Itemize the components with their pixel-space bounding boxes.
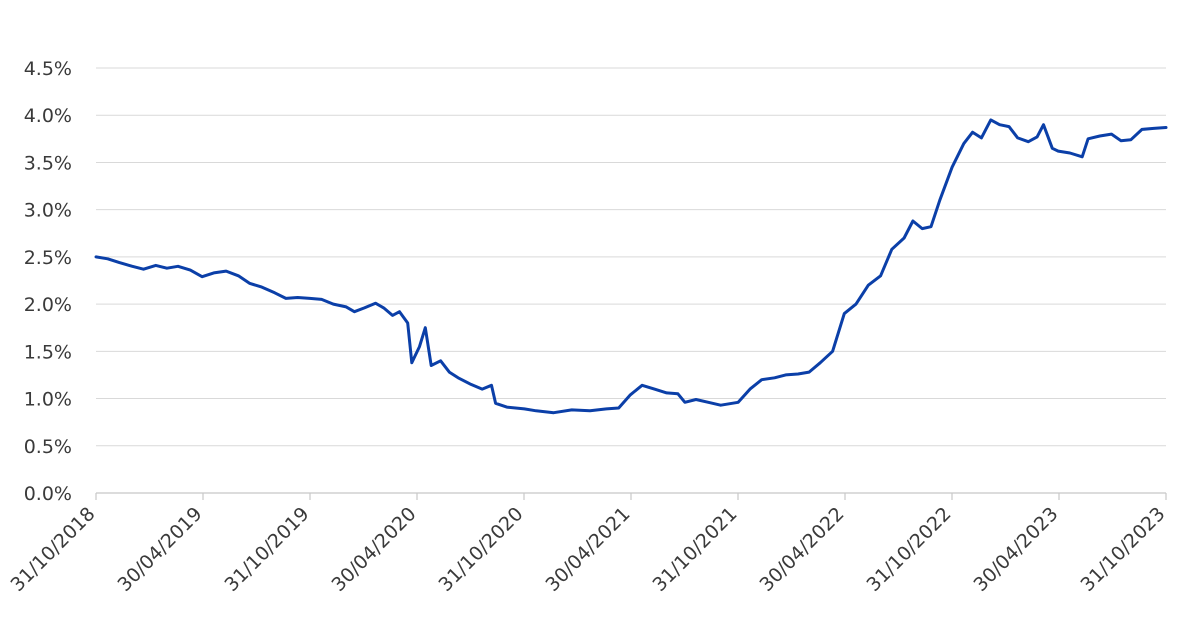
y-tick-label: 4.0% (24, 105, 72, 127)
y-tick-label: 3.5% (24, 152, 72, 174)
y-tick-label: 2.0% (24, 294, 72, 316)
y-tick-label: 1.5% (24, 341, 72, 363)
x-tick-label: 30/04/2020 (328, 503, 421, 596)
x-tick-label: 31/10/2023 (1077, 503, 1170, 596)
x-tick-label: 30/04/2022 (756, 503, 849, 596)
y-axis-tick-labels: 0.0% 0.5% 1.0% 1.5% 2.0% 2.5% 3.0% 3.5% 4.0% 4.5% (24, 58, 72, 505)
x-axis-ticks: 31/10/2018 30/04/2019 31/10/2019 30/04/2020… (7, 493, 1170, 596)
y-tick-label: 1.0% (24, 389, 72, 411)
x-tick-label: 31/10/2018 (7, 503, 100, 596)
x-tick-label: 31/10/2019 (221, 503, 314, 596)
y-tick-label: 0.5% (24, 436, 72, 458)
series-line-0 (94, 118, 1168, 415)
y-tick-label: 2.5% (24, 247, 72, 269)
x-tick-label: 30/04/2023 (970, 503, 1063, 596)
x-tick-label: 30/04/2021 (542, 503, 635, 596)
x-tick-label: 31/10/2022 (863, 503, 956, 596)
x-tick-label: 31/10/2020 (435, 503, 528, 596)
x-tick-label: 31/10/2021 (649, 503, 742, 596)
gridlines (96, 67, 1166, 447)
y-tick-label: 0.0% (24, 483, 72, 505)
y-tick-label: 3.0% (24, 200, 72, 222)
y-tick-label: 4.5% (24, 58, 72, 80)
x-tick-label: 30/04/2019 (114, 503, 207, 596)
series-layer (94, 118, 1168, 415)
